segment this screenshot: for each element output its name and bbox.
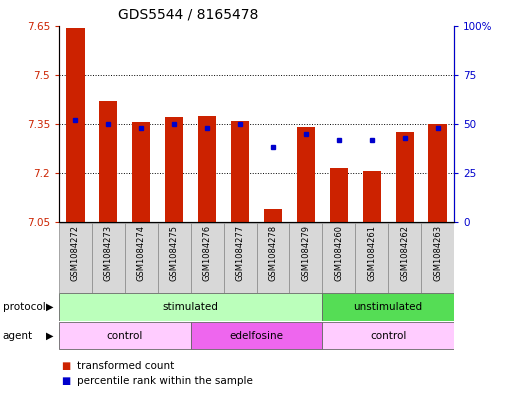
- Text: agent: agent: [3, 331, 33, 341]
- Text: GSM1084272: GSM1084272: [71, 225, 80, 281]
- FancyBboxPatch shape: [191, 322, 322, 349]
- Text: control: control: [107, 331, 143, 341]
- Bar: [100, 101, 117, 222]
- Text: GSM1084261: GSM1084261: [367, 225, 376, 281]
- Text: GSM1084260: GSM1084260: [334, 225, 343, 281]
- Text: ■: ■: [62, 361, 71, 371]
- Text: edelfosine: edelfosine: [229, 331, 284, 341]
- Text: percentile rank within the sample: percentile rank within the sample: [77, 376, 253, 386]
- Text: control: control: [370, 331, 406, 341]
- FancyBboxPatch shape: [224, 223, 256, 293]
- FancyBboxPatch shape: [92, 223, 125, 293]
- FancyBboxPatch shape: [59, 223, 92, 293]
- Text: GSM1084276: GSM1084276: [203, 225, 212, 281]
- Text: unstimulated: unstimulated: [353, 302, 423, 312]
- FancyBboxPatch shape: [59, 322, 191, 349]
- FancyBboxPatch shape: [256, 223, 289, 293]
- Bar: [231, 121, 249, 222]
- Text: GSM1084273: GSM1084273: [104, 225, 113, 281]
- Bar: [297, 127, 315, 222]
- FancyBboxPatch shape: [388, 223, 421, 293]
- Bar: [363, 171, 381, 222]
- FancyBboxPatch shape: [322, 322, 454, 349]
- Text: GSM1084278: GSM1084278: [268, 225, 278, 281]
- Text: GSM1084275: GSM1084275: [170, 225, 179, 281]
- Bar: [428, 124, 447, 222]
- Bar: [66, 28, 85, 222]
- Text: GSM1084277: GSM1084277: [235, 225, 245, 281]
- Bar: [165, 117, 183, 222]
- Text: protocol: protocol: [3, 302, 45, 312]
- Text: GSM1084279: GSM1084279: [301, 225, 310, 281]
- Text: GSM1084263: GSM1084263: [433, 225, 442, 281]
- Bar: [396, 132, 413, 222]
- FancyBboxPatch shape: [59, 293, 322, 321]
- FancyBboxPatch shape: [322, 293, 454, 321]
- FancyBboxPatch shape: [289, 223, 322, 293]
- Text: GSM1084274: GSM1084274: [137, 225, 146, 281]
- Text: ▶: ▶: [46, 302, 54, 312]
- FancyBboxPatch shape: [322, 223, 355, 293]
- Text: ■: ■: [62, 376, 71, 386]
- Text: stimulated: stimulated: [163, 302, 219, 312]
- FancyBboxPatch shape: [191, 223, 224, 293]
- Text: GDS5544 / 8165478: GDS5544 / 8165478: [118, 7, 259, 22]
- Bar: [132, 122, 150, 222]
- FancyBboxPatch shape: [421, 223, 454, 293]
- Bar: [330, 168, 348, 222]
- Bar: [198, 116, 216, 222]
- Text: transformed count: transformed count: [77, 361, 174, 371]
- FancyBboxPatch shape: [158, 223, 191, 293]
- Text: ▶: ▶: [46, 331, 54, 341]
- Text: GSM1084262: GSM1084262: [400, 225, 409, 281]
- FancyBboxPatch shape: [355, 223, 388, 293]
- FancyBboxPatch shape: [125, 223, 158, 293]
- Bar: [264, 209, 282, 222]
